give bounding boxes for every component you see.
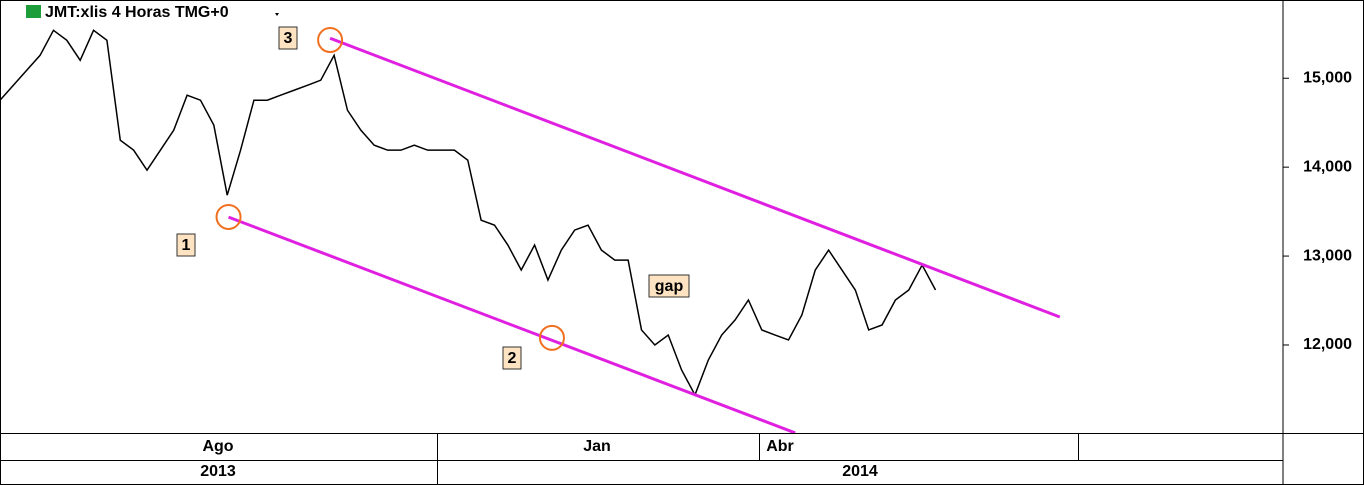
y-tick-label: 15,000 [1303,69,1352,86]
pivot-circle [317,27,344,54]
y-tick-label: 12,000 [1303,336,1352,353]
annotation-box [176,233,196,257]
annotation-label: 1 [182,237,191,254]
annotation-box [502,346,522,370]
symbol-icon [26,5,41,18]
year-label: 2013 [200,463,236,480]
pivot-circle [538,324,565,351]
plot-area [0,27,1061,433]
channel-line [228,215,796,433]
y-tick-label: 13,000 [1303,247,1352,264]
month-label: Ago [202,438,233,455]
year-label: 2014 [842,463,878,480]
dropdown-arrow[interactable] [275,13,279,16]
annotation-label: 2 [508,350,517,367]
month-label: Abr [766,438,794,455]
price-line [0,29,937,397]
channel-line [329,36,1061,319]
annotation-label: 3 [284,30,293,47]
y-tick-label: 14,000 [1303,158,1352,175]
annotation-box [648,274,690,298]
annotation-box [278,26,298,50]
chart-title: JMT:xlis 4 Horas TMG+0 [45,4,229,21]
annotation-label: gap [655,278,684,295]
month-label: Jan [583,438,611,455]
pivot-circle [215,203,242,230]
